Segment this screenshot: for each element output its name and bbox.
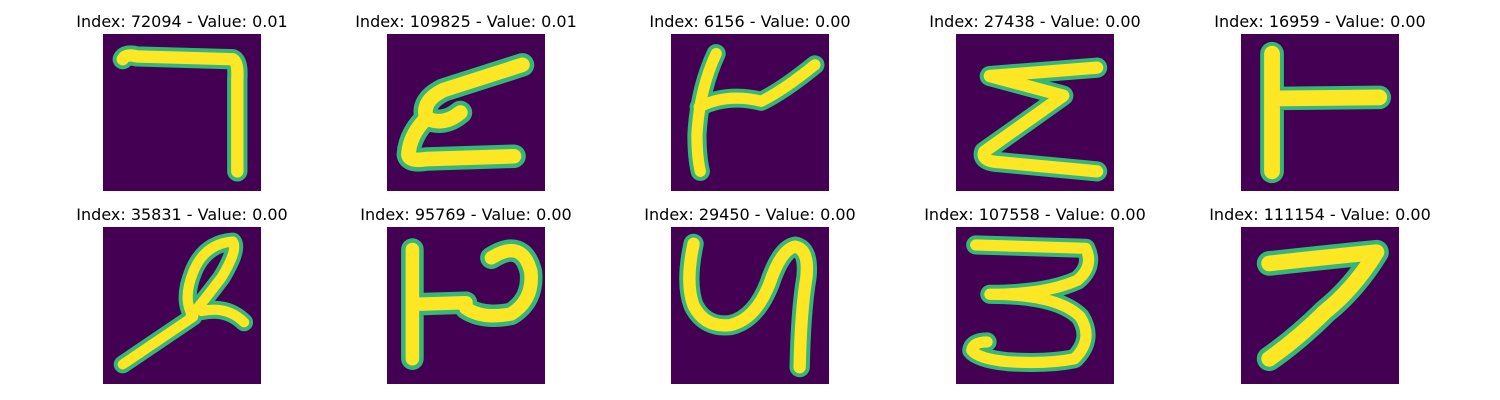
panel-title: Index: 95769 - Value: 0.00 <box>360 205 572 224</box>
image-panel-8: Index: 29450 - Value: 0.00 <box>608 205 892 385</box>
panel-title: Index: 109825 - Value: 0.01 <box>355 12 577 31</box>
handwritten-glyph-image <box>103 34 261 191</box>
image-panel-4: Index: 27438 - Value: 0.00 <box>893 12 1177 192</box>
image-panel-10: Index: 111154 - Value: 0.00 <box>1178 205 1462 385</box>
handwritten-glyph-image <box>956 227 1114 384</box>
image-panel-7: Index: 95769 - Value: 0.00 <box>324 205 608 385</box>
handwritten-glyph-image <box>1241 227 1399 384</box>
handwritten-glyph-image <box>956 34 1114 191</box>
image-panel-1: Index: 72094 - Value: 0.01 <box>40 12 324 192</box>
panel-title: Index: 6156 - Value: 0.00 <box>649 12 851 31</box>
panel-title: Index: 107558 - Value: 0.00 <box>924 205 1146 224</box>
panel-title: Index: 35831 - Value: 0.00 <box>76 205 288 224</box>
handwritten-glyph-image <box>671 227 829 384</box>
handwritten-glyph-image <box>671 34 829 191</box>
handwritten-glyph-image <box>103 227 261 384</box>
handwritten-glyph-image <box>1241 34 1399 191</box>
image-panel-9: Index: 107558 - Value: 0.00 <box>893 205 1177 385</box>
handwritten-glyph-image <box>387 227 545 384</box>
image-panel-3: Index: 6156 - Value: 0.00 <box>608 12 892 192</box>
image-panel-2: Index: 109825 - Value: 0.01 <box>324 12 608 192</box>
panel-title: Index: 72094 - Value: 0.01 <box>76 12 288 31</box>
handwritten-glyph-image <box>387 34 545 191</box>
image-panel-5: Index: 16959 - Value: 0.00 <box>1178 12 1462 192</box>
panel-title: Index: 27438 - Value: 0.00 <box>929 12 1141 31</box>
panel-title: Index: 16959 - Value: 0.00 <box>1214 12 1426 31</box>
panel-title: Index: 111154 - Value: 0.00 <box>1209 205 1431 224</box>
image-panel-6: Index: 35831 - Value: 0.00 <box>40 205 324 385</box>
panel-title: Index: 29450 - Value: 0.00 <box>644 205 856 224</box>
